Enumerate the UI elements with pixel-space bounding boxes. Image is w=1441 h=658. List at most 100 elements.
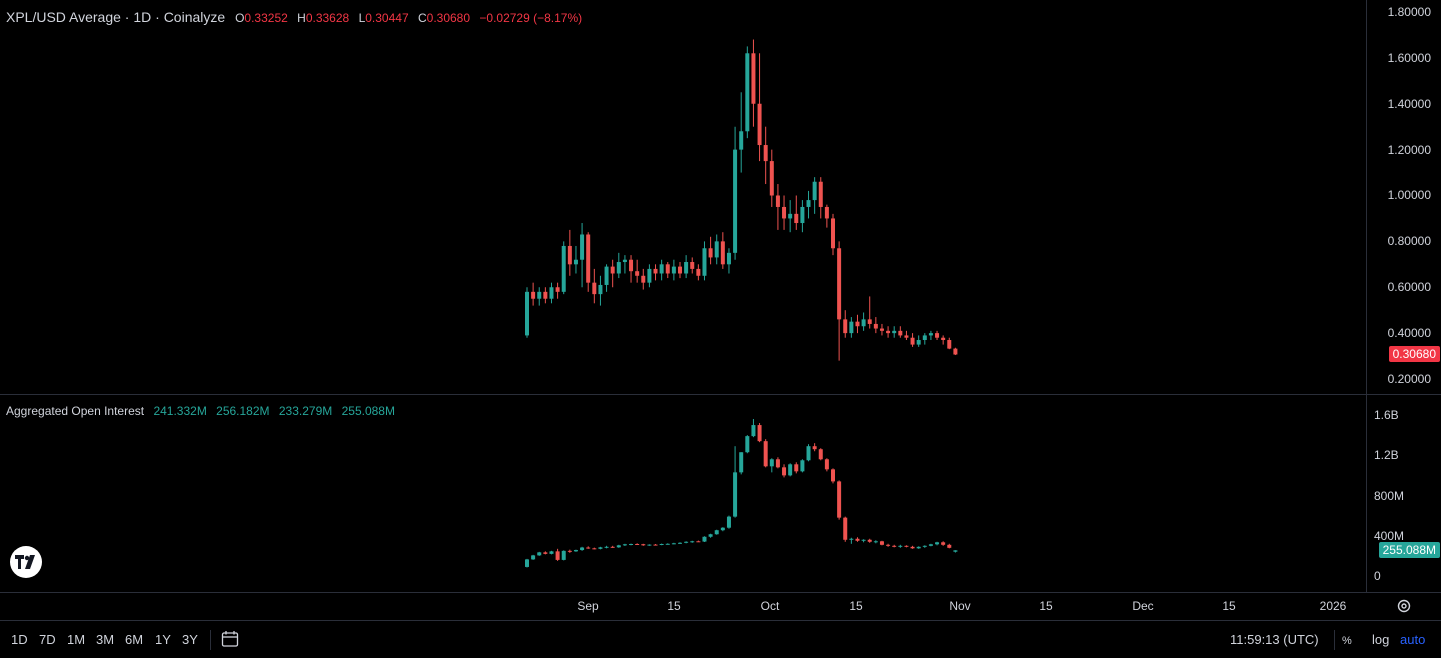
tradingview-logo-icon[interactable]	[10, 546, 42, 578]
timeframe-1m-button[interactable]: 1M	[67, 632, 86, 647]
oi-candle	[800, 459, 805, 473]
price-candle	[935, 330, 940, 341]
oi-body	[641, 544, 646, 546]
price-body	[794, 213, 799, 224]
price-tick: 0.60000	[1387, 280, 1431, 294]
price-tick: 0.80000	[1387, 234, 1431, 248]
oi-candle	[947, 543, 952, 549]
oi-body	[555, 551, 560, 560]
oi-body	[604, 546, 609, 548]
price-body	[935, 333, 940, 338]
oi-candle	[659, 543, 664, 546]
price-candle	[904, 330, 909, 341]
price-body	[910, 337, 915, 345]
price-body	[573, 259, 578, 265]
price-body	[941, 337, 946, 341]
oi-body	[812, 446, 817, 450]
price-body	[782, 206, 787, 219]
settings-icon[interactable]	[1396, 598, 1412, 614]
timeframe-7d-button[interactable]: 7D	[39, 632, 56, 647]
toolbar-divider	[0, 620, 1441, 621]
price-body	[953, 348, 958, 355]
oi-candle	[610, 545, 615, 548]
price-body	[684, 262, 689, 274]
price-body	[635, 271, 640, 276]
oi-body	[537, 552, 542, 556]
price-candle	[794, 195, 799, 230]
price-candle	[696, 264, 701, 281]
oi-body	[616, 545, 621, 548]
price-body	[904, 335, 909, 338]
price-candle	[898, 326, 903, 338]
oi-body	[635, 544, 640, 546]
oi-body	[684, 541, 689, 543]
oi-body	[928, 544, 933, 546]
price-body	[604, 266, 609, 285]
oi-body	[622, 544, 627, 546]
price-candle	[616, 252, 621, 279]
oi-body	[592, 548, 597, 550]
price-candle	[782, 195, 787, 230]
oi-open-value: 241.332M	[153, 404, 207, 418]
high-value: 0.33628	[305, 11, 350, 25]
price-candle	[806, 190, 811, 219]
price-body	[757, 103, 762, 146]
oi-candle	[745, 435, 750, 454]
price-candle	[867, 296, 872, 329]
oi-body	[886, 544, 891, 546]
timeframe-6m-button[interactable]: 6M	[125, 632, 144, 647]
oi-body	[922, 545, 927, 547]
change-value: −0.02729 (−8.17%)	[479, 11, 583, 25]
percent-icon[interactable]: %	[1342, 635, 1352, 647]
price-body	[592, 282, 597, 295]
oi-body	[567, 550, 572, 552]
price-body	[855, 321, 860, 327]
price-candle	[714, 234, 719, 265]
oi-candle	[763, 439, 768, 468]
price-candle	[659, 259, 664, 281]
oi-body	[892, 545, 897, 547]
price-candle	[549, 282, 554, 304]
oi-candle	[696, 540, 701, 543]
price-body	[775, 195, 780, 207]
oi-candle	[788, 463, 793, 477]
calendar-icon[interactable]	[221, 630, 239, 648]
oi-body	[525, 559, 529, 567]
price-body	[537, 291, 542, 299]
auto-scale-button[interactable]: auto	[1400, 632, 1426, 647]
price-candle	[757, 53, 762, 162]
price-candle	[824, 204, 829, 228]
timeframe-1d-button[interactable]: 1D	[11, 632, 28, 647]
oi-candle	[818, 448, 823, 461]
price-body	[561, 245, 566, 292]
toolbar-separator	[210, 630, 211, 650]
candlestick-chart[interactable]	[0, 0, 1366, 592]
oi-body	[665, 543, 670, 545]
oi-body	[910, 546, 915, 549]
oi-tick: 1.6B	[1374, 408, 1399, 422]
price-candle	[720, 232, 725, 269]
timeframe-1y-button[interactable]: 1Y	[155, 632, 171, 647]
timeframe-3m-button[interactable]: 3M	[96, 632, 115, 647]
oi-candle	[684, 541, 689, 544]
oi-tick: 0	[1374, 569, 1381, 583]
main-legend: XPL/USD Average · 1D · Coinalyze O0.3325…	[6, 9, 588, 25]
timeframe-3y-button[interactable]: 3Y	[182, 632, 198, 647]
price-candle	[525, 287, 529, 338]
oi-candle	[604, 545, 609, 549]
pane-divider	[0, 394, 1441, 395]
oi-body	[629, 544, 634, 546]
oi-candle	[886, 543, 891, 547]
price-body	[769, 161, 774, 196]
price-body	[647, 268, 652, 283]
price-candle	[641, 268, 646, 290]
price-axis-divider	[1366, 0, 1367, 592]
oi-candle	[941, 541, 946, 546]
oi-body	[733, 472, 738, 517]
oi-body	[831, 469, 835, 482]
price-candle	[788, 200, 793, 233]
oi-candle	[898, 544, 903, 548]
log-scale-button[interactable]: log	[1372, 632, 1390, 647]
utc-clock[interactable]: 11:59:13 (UTC)	[1230, 632, 1319, 647]
oi-body	[763, 441, 768, 467]
